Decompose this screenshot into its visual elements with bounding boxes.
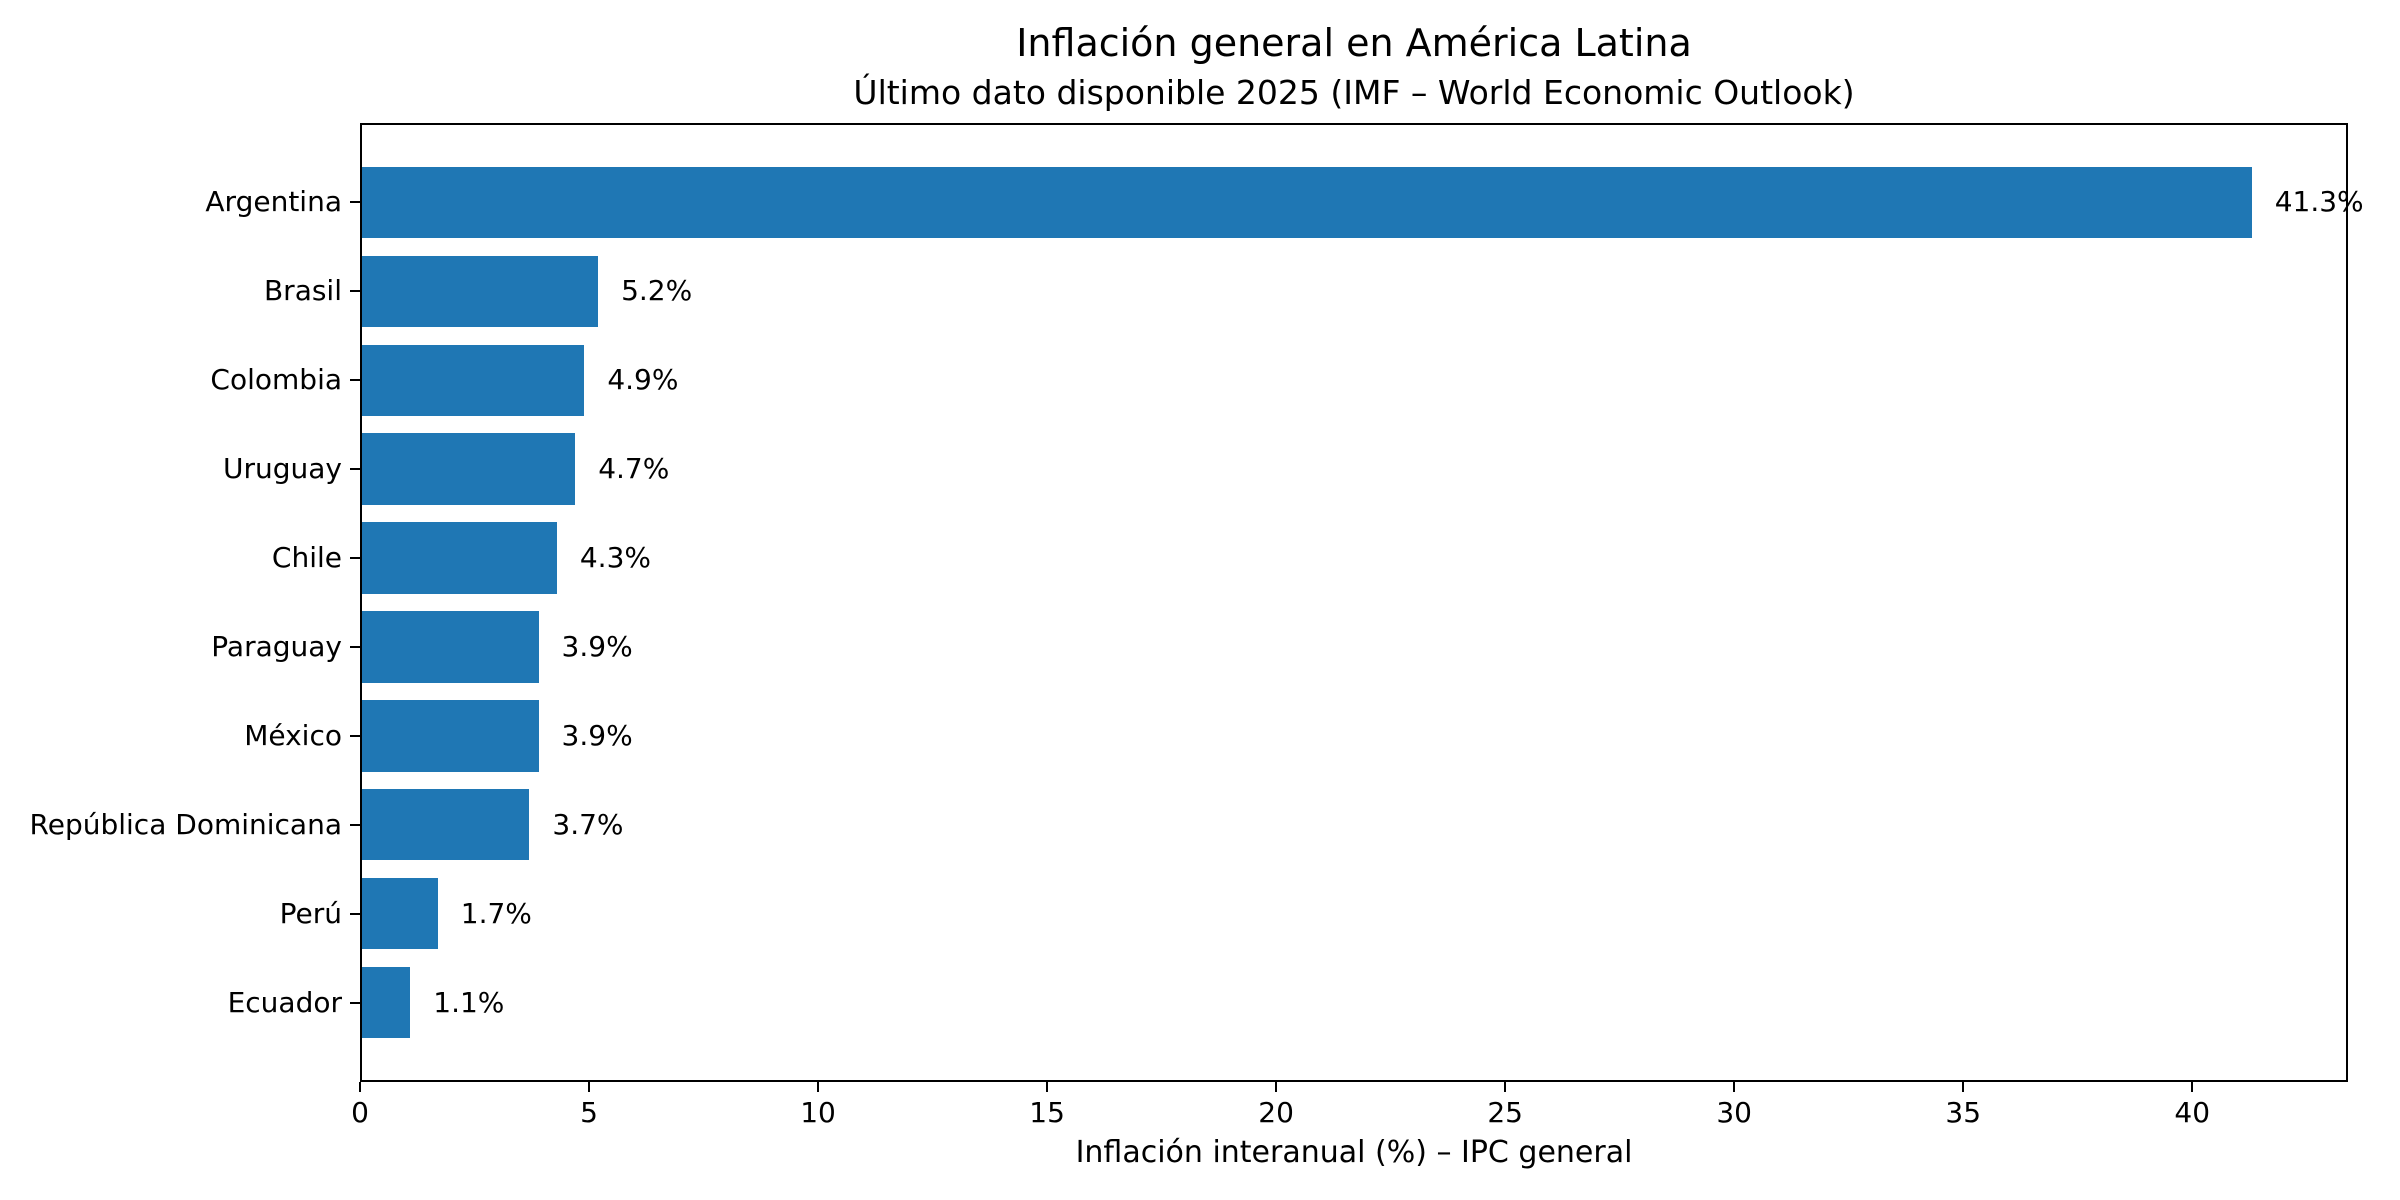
x-tick-mark <box>1733 1082 1736 1092</box>
x-tick-mark <box>588 1082 591 1092</box>
value-label-ecuador: 1.1% <box>433 985 505 1019</box>
y-tick-mark <box>350 557 360 560</box>
bar-mexico <box>362 700 539 772</box>
value-label-paraguay: 3.9% <box>561 629 633 663</box>
x-tick-label-30: 30 <box>1716 1096 1752 1129</box>
y-tick-label-mexico: México <box>244 718 342 752</box>
bar-chile <box>362 522 557 594</box>
x-tick-mark <box>359 1082 361 1092</box>
y-tick-label-republica-dominicana: República Dominicana <box>29 807 342 841</box>
bar-peru <box>362 878 438 950</box>
value-label-republica-dominicana: 3.7% <box>552 807 624 841</box>
y-tick-label-brasil: Brasil <box>263 274 342 308</box>
plot-area <box>360 123 2348 1082</box>
bar-brasil <box>362 255 599 327</box>
x-tick-mark <box>1275 1082 1278 1092</box>
y-tick-label-uruguay: Uruguay <box>223 452 342 486</box>
x-tick-label-40: 40 <box>2174 1096 2211 1129</box>
value-label-colombia: 4.9% <box>607 363 679 397</box>
y-tick-mark <box>350 290 360 293</box>
x-tick-mark <box>1046 1082 1049 1092</box>
y-tick-label-ecuador: Ecuador <box>227 985 342 1019</box>
x-tick-mark <box>1962 1082 1965 1092</box>
y-tick-label-paraguay: Paraguay <box>211 629 342 663</box>
bar-argentina <box>362 166 2252 238</box>
x-tick-label-10: 10 <box>800 1096 836 1129</box>
bar-uruguay <box>362 433 576 505</box>
value-label-argentina: 41.3% <box>2274 185 2364 219</box>
chart-subtitle: Último dato disponible 2025 (IMF – World… <box>853 73 1855 112</box>
x-tick-label-5: 5 <box>580 1096 598 1129</box>
y-tick-label-colombia: Colombia <box>210 363 342 397</box>
x-tick-mark <box>817 1082 820 1092</box>
x-tick-label-0: 0 <box>351 1096 369 1129</box>
y-tick-label-chile: Chile <box>271 541 342 575</box>
x-tick-mark <box>1504 1082 1507 1092</box>
value-label-chile: 4.3% <box>579 541 651 575</box>
y-tick-mark <box>350 645 360 648</box>
y-tick-mark <box>350 912 360 915</box>
x-tick-label-25: 25 <box>1487 1096 1523 1129</box>
y-tick-mark <box>350 823 360 826</box>
x-tick-label-20: 20 <box>1258 1096 1294 1129</box>
x-tick-mark <box>2191 1082 2194 1092</box>
x-axis-label: Inflación interanual (%) – IPC general <box>1075 1135 1633 1170</box>
bar-ecuador <box>362 967 411 1039</box>
y-tick-label-argentina: Argentina <box>205 185 342 219</box>
bar-republica-dominicana <box>362 789 530 861</box>
value-label-uruguay: 4.7% <box>598 452 670 486</box>
chart-title: Inflación general en América Latina <box>1016 21 1692 65</box>
bar-paraguay <box>362 611 539 683</box>
value-label-brasil: 5.2% <box>621 274 693 308</box>
x-tick-label-15: 15 <box>1029 1096 1065 1129</box>
value-label-peru: 1.7% <box>460 896 532 930</box>
value-label-mexico: 3.9% <box>561 718 633 752</box>
y-tick-mark <box>350 468 360 471</box>
y-tick-mark <box>350 379 360 382</box>
bar-colombia <box>362 344 585 416</box>
y-tick-mark <box>350 201 360 204</box>
y-tick-mark <box>350 734 360 737</box>
x-tick-label-35: 35 <box>1945 1096 1982 1129</box>
y-tick-mark <box>350 1001 360 1004</box>
y-tick-label-peru: Perú <box>279 896 342 930</box>
